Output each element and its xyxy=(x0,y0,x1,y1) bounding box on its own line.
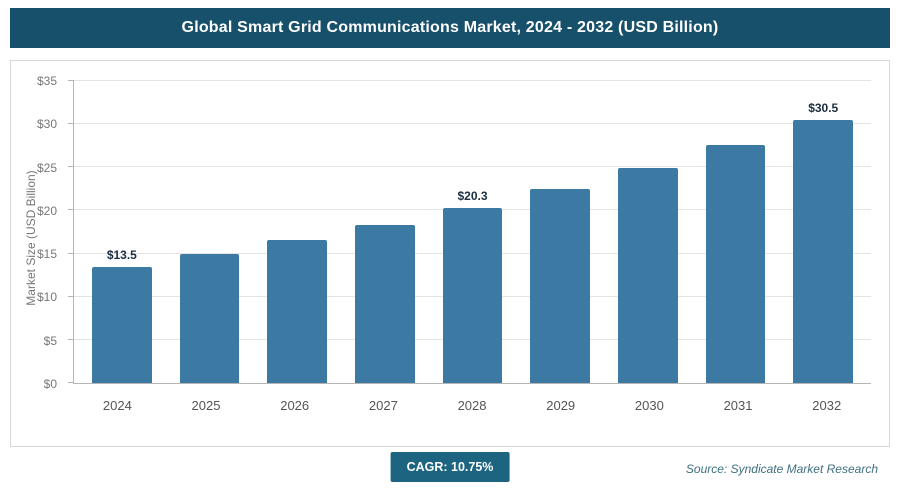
y-tick-mark xyxy=(68,295,74,297)
chart-title: Global Smart Grid Communications Market,… xyxy=(181,19,719,36)
y-tick-label: $25 xyxy=(36,160,57,175)
x-tick-label: 2030 xyxy=(634,398,664,413)
x-tick-label: 2026 xyxy=(280,398,310,413)
bar-group: $20.3 xyxy=(429,81,517,383)
bar-value-label: $13.5 xyxy=(106,247,137,262)
bar-group xyxy=(604,81,692,383)
y-tick-label: $10 xyxy=(36,290,57,305)
bar xyxy=(442,207,503,383)
bar xyxy=(618,168,678,383)
source-text: Source: Syndicate Market Research xyxy=(685,462,878,476)
bar-group xyxy=(341,81,429,383)
x-axis-labels: 2024 2025 2026 2027 2028 2029 2030 2031 2032 xyxy=(73,398,871,418)
bar xyxy=(92,266,152,383)
gridline xyxy=(74,166,871,168)
bar xyxy=(179,254,240,383)
bar-group: $13.5 xyxy=(78,81,166,383)
y-tick-label: $35 xyxy=(36,74,57,88)
bar xyxy=(355,225,415,383)
y-tick-mark xyxy=(68,252,74,254)
bar-group xyxy=(692,81,780,383)
bar-group: $30.5 xyxy=(779,81,867,383)
bar-value-label: $30.5 xyxy=(808,100,839,115)
cagr-badge: CAGR: 10.75% xyxy=(390,452,510,482)
bar-group xyxy=(166,81,254,383)
bar xyxy=(530,188,590,383)
y-tick-mark xyxy=(68,209,74,211)
x-tick-label: 2024 xyxy=(102,398,132,413)
y-tick-label: $0 xyxy=(43,377,57,391)
chart-title-banner: Global Smart Grid Communications Market,… xyxy=(10,8,890,48)
y-tick-mark xyxy=(68,80,74,81)
x-tick-label: 2028 xyxy=(457,398,487,413)
x-tick-label: 2031 xyxy=(723,398,753,413)
chart-panel: Market Size (USD Billion) $0 $5 $10 $15 $20 $… xyxy=(10,60,890,447)
gridline xyxy=(74,80,871,81)
y-tick-label: $30 xyxy=(36,117,57,132)
x-tick-label: 2032 xyxy=(812,398,842,413)
x-tick-label: 2027 xyxy=(368,398,398,413)
bar xyxy=(705,144,766,383)
y-tick-mark xyxy=(68,123,74,125)
y-tick-label: $15 xyxy=(36,247,57,262)
x-tick-label: 2025 xyxy=(191,398,221,413)
bar xyxy=(267,239,327,383)
bar-group xyxy=(516,81,604,383)
x-tick-label: 2029 xyxy=(546,398,576,413)
gridline xyxy=(74,123,871,125)
y-axis-labels: $0 $5 $10 $15 $20 $25 $30 $35 xyxy=(11,74,67,391)
y-tick-mark xyxy=(68,382,74,383)
y-tick-mark xyxy=(68,338,74,340)
plot-area: $13.5 $20.3 $30.5 xyxy=(68,80,871,384)
bars: $13.5 $20.3 $30.5 xyxy=(74,81,871,383)
bar xyxy=(793,119,854,383)
y-tick-label: $5 xyxy=(43,333,57,348)
bar-group xyxy=(253,81,341,383)
y-tick-mark xyxy=(68,166,74,168)
bar-value-label: $20.3 xyxy=(457,188,488,203)
y-tick-label: $20 xyxy=(36,203,57,218)
